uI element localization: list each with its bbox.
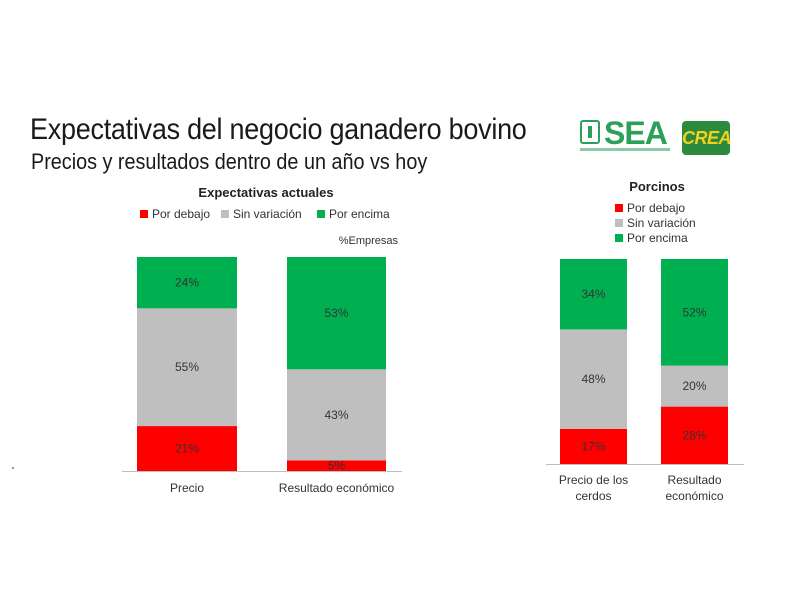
chart2-title: Porcinos (629, 179, 685, 194)
chart1-bar-segment (287, 460, 386, 471)
chart1-data-label: 21% (175, 442, 199, 456)
chart2-category-label: Resultado (667, 473, 721, 487)
chart2-legend-swatch (615, 204, 623, 212)
chart1-data-label: 53% (324, 306, 348, 320)
chart1-legend-swatch (221, 210, 229, 218)
sea-logo-icon (580, 120, 600, 144)
chart1-bar-segment (287, 369, 386, 461)
chart1-legend-label: Por debajo (152, 207, 210, 221)
sea-logo-text: SEA (604, 115, 668, 151)
chart1-note: %Empresas (339, 235, 399, 247)
chart1-data-label: 43% (324, 408, 348, 422)
chart1-data-label: 55% (175, 360, 199, 374)
chart1-data-label: 5% (328, 459, 346, 473)
chart1-title: Expectativas actuales (198, 185, 333, 200)
chart1-legend-label: Por encima (329, 207, 390, 221)
chart1-data-label: 24% (175, 276, 199, 290)
sea-logo: SEA (580, 115, 670, 157)
stray-mark (12, 467, 14, 469)
chart2-bar-segment (560, 428, 627, 464)
chart1-category-label: Resultado económico (279, 481, 395, 495)
chart2-legend-label: Por debajo (627, 201, 685, 215)
chart2-data-label: 34% (581, 287, 605, 301)
chart2-category-label: cerdos (575, 489, 611, 503)
chart2-data-label: 20% (682, 379, 706, 393)
chart2-category-label: económico (665, 489, 723, 503)
page-subtitle: Precios y resultados dentro de un año vs… (31, 149, 428, 174)
chart2-data-label: 28% (682, 428, 706, 442)
crea-logo: CREA (682, 121, 732, 155)
chart2-data-label: 17% (581, 439, 605, 453)
page-title: Expectativas del negocio ganadero bovino (30, 113, 527, 146)
chart2-legend-swatch (615, 234, 623, 242)
chart2-bar-segment (661, 406, 728, 464)
chart2-legend-swatch (615, 219, 623, 227)
chart2-category-label: Precio de los (559, 473, 628, 487)
chart1-bar-segment (287, 257, 386, 370)
chart2-bar-segment (560, 259, 627, 330)
chart1-legend-swatch (140, 210, 148, 218)
chart2-bar-segment (661, 259, 728, 366)
crea-logo-text: CREA (682, 128, 732, 148)
chart1-legend-label: Sin variación (233, 207, 302, 221)
sea-logo-tagline (580, 148, 670, 151)
chart2-data-label: 52% (682, 305, 706, 319)
chart1-bar-segment (137, 257, 237, 309)
chart2-bar-segment (560, 329, 627, 429)
chart1-category-label: Precio (170, 481, 204, 495)
chart2-data-label: 48% (581, 372, 605, 386)
chart2-legend-label: Por encima (627, 231, 688, 245)
chart1-legend-swatch (317, 210, 325, 218)
chart2-legend-label: Sin variación (627, 216, 696, 230)
chart1-bar-segment (137, 426, 237, 471)
chart1-bar-segment (137, 308, 237, 427)
chart2-bar-segment (661, 365, 728, 407)
